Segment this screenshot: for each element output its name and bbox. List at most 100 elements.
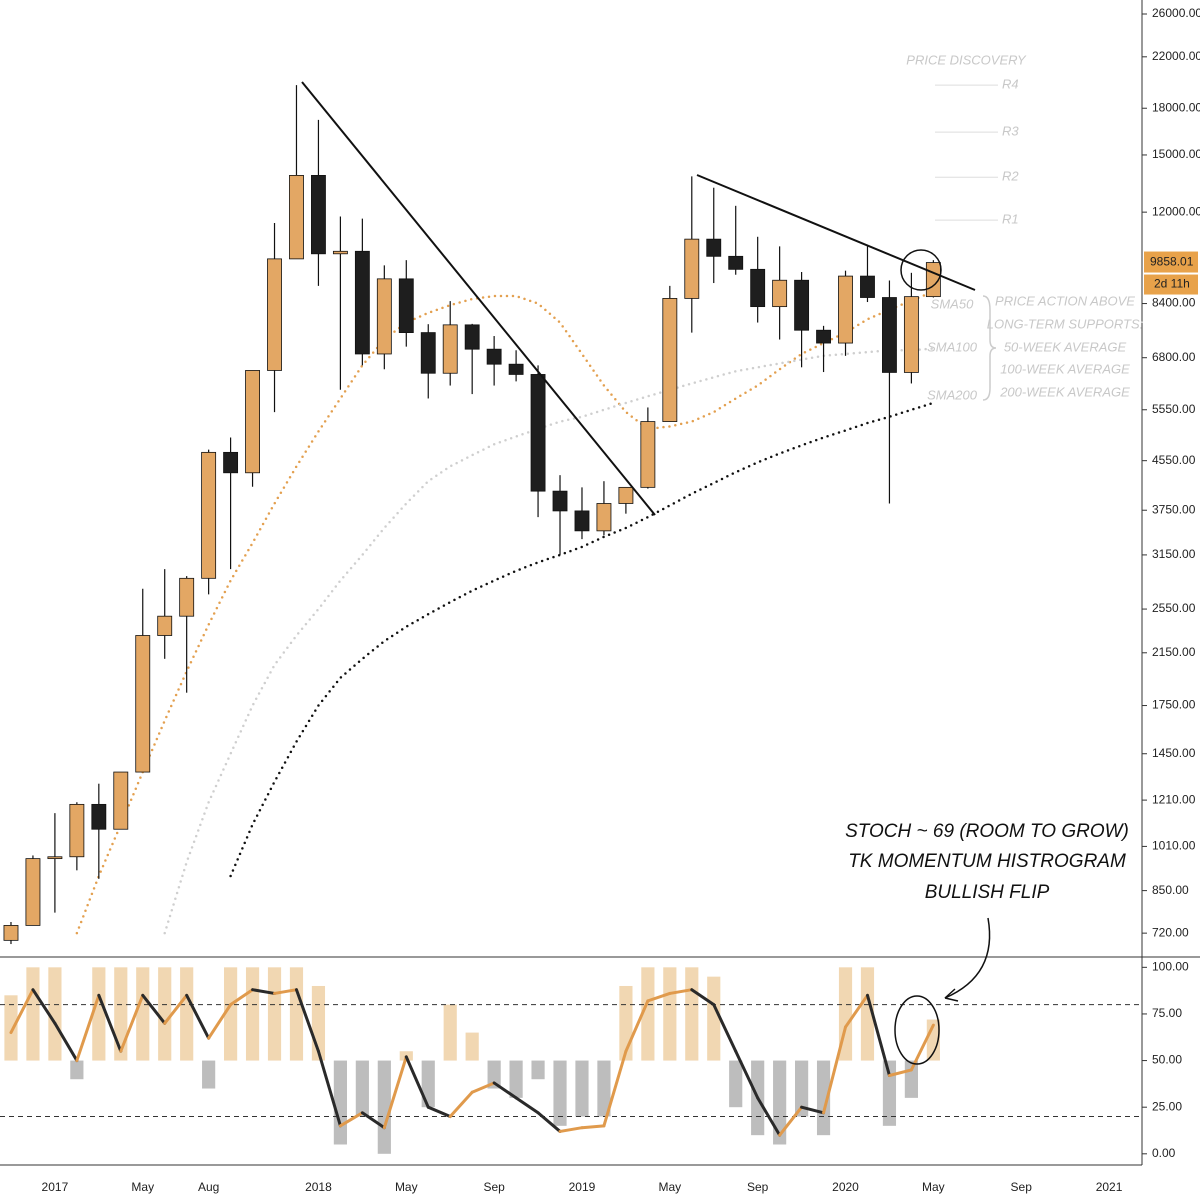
stoch-segment	[360, 1111, 386, 1130]
histogram-bar	[509, 1060, 523, 1098]
stoch-segment	[602, 1049, 628, 1128]
callout-line: STOCH ~ 69 (ROOM TO GROW)	[845, 821, 1129, 842]
y-tick-label: 15000.00	[1152, 147, 1200, 161]
candle-body	[179, 577, 195, 617]
countdown-box	[1144, 274, 1198, 295]
histogram-bar	[70, 1060, 84, 1080]
x-tick-label: 2021	[1096, 1180, 1123, 1194]
y-tick-label: 1450.00	[1152, 746, 1196, 760]
x-tick-label: 2018	[305, 1180, 332, 1194]
note-line: 50-WEEK AVERAGE	[1004, 339, 1127, 354]
histogram-bar	[92, 967, 106, 1061]
candle-body	[289, 175, 304, 260]
candle-body	[25, 858, 41, 926]
candle-body	[354, 250, 370, 355]
candle-body	[706, 238, 722, 257]
candle-body	[772, 279, 788, 308]
candle-body	[530, 374, 546, 492]
y-tick-label: 75.00	[1152, 1006, 1182, 1020]
histogram-bar	[487, 1060, 501, 1089]
histogram-bar	[114, 967, 128, 1061]
x-tick-label: May	[658, 1180, 681, 1194]
candle-body	[750, 268, 766, 308]
candle-body	[574, 510, 590, 532]
histogram-bar	[355, 1060, 369, 1117]
candle-body	[684, 238, 700, 299]
stoch-segment	[514, 1096, 540, 1115]
candle-body	[552, 490, 568, 512]
note-line: 200-WEEK AVERAGE	[999, 384, 1130, 399]
histogram-bar	[421, 1060, 435, 1108]
stoch-segment	[426, 1105, 452, 1119]
y-tick-label: 5550.00	[1152, 402, 1196, 416]
candle-body	[860, 275, 875, 298]
stoch-segment	[536, 1111, 562, 1133]
x-tick-label: Sep	[747, 1180, 769, 1194]
callout-line: BULLISH FLIP	[925, 882, 1050, 903]
stoch-segment	[31, 988, 57, 1025]
candle-body	[903, 296, 919, 373]
x-tick-label: 2019	[569, 1180, 596, 1194]
y-tick-label: 1010.00	[1152, 839, 1196, 853]
callout-line: TK MOMENTUM HISTROGRAM	[848, 851, 1126, 872]
candle-body	[3, 925, 19, 941]
last-price-box	[1144, 251, 1198, 273]
sma-line	[163, 347, 935, 935]
pivot-label: R1	[1002, 212, 1019, 227]
sma-label: SMA50	[931, 296, 974, 311]
stoch-segment	[97, 993, 123, 1053]
stoch-segment	[865, 993, 891, 1077]
histogram-bar	[4, 995, 18, 1061]
histogram-bar	[707, 976, 721, 1061]
histogram-bar	[289, 967, 304, 1061]
candle-body	[47, 856, 63, 860]
y-tick-label: 4550.00	[1152, 453, 1196, 467]
y-tick-label: 720.00	[1152, 925, 1189, 939]
pivot-label: R3	[1002, 124, 1019, 139]
y-tick-label: 12000.00	[1152, 204, 1200, 218]
histogram-bar	[377, 1060, 391, 1154]
y-tick-label: 1210.00	[1152, 792, 1196, 806]
stoch-segment	[756, 1096, 782, 1137]
y-tick-label: 22000.00	[1152, 49, 1200, 63]
stoch-segment	[887, 1068, 913, 1077]
candle-body	[486, 348, 502, 365]
histogram-bar	[882, 1060, 897, 1126]
stoch-segment	[207, 1003, 233, 1040]
stoch-segment	[646, 991, 672, 1003]
candle-body	[838, 275, 853, 344]
callout-arrow	[944, 917, 991, 999]
candle-body	[311, 175, 326, 255]
stoch-segment	[53, 1021, 79, 1063]
histogram-bar	[465, 1032, 479, 1061]
candle-body	[464, 324, 480, 350]
candle-body	[245, 370, 260, 474]
candle-body	[157, 615, 173, 636]
candle-body	[113, 771, 129, 830]
histogram-bar	[553, 1060, 567, 1126]
x-tick-label: Sep	[1011, 1180, 1033, 1194]
stoch-segment	[163, 993, 189, 1025]
candle-body	[794, 279, 810, 331]
histogram-bar	[245, 967, 260, 1061]
stoch-segment	[294, 988, 320, 1053]
stoch-segment	[909, 1023, 935, 1072]
sma-label: SMA200	[927, 387, 978, 402]
candle-body	[882, 297, 897, 373]
candle-body	[508, 363, 524, 375]
stoch-segment	[822, 1025, 848, 1115]
stoch-segment	[382, 1055, 408, 1130]
histogram-bar	[575, 1060, 589, 1117]
histogram-bar	[904, 1060, 918, 1098]
stoch-segment	[141, 993, 167, 1025]
candle-body	[662, 298, 678, 422]
y-tick-label: 2150.00	[1152, 645, 1196, 659]
candle-body	[201, 451, 217, 579]
candle-body	[91, 803, 107, 830]
stoch-segment	[580, 1124, 606, 1130]
pivots-title: PRICE DISCOVERY	[906, 52, 1027, 67]
brace	[982, 295, 997, 401]
candle-body	[420, 332, 436, 374]
y-tick-label: 3750.00	[1152, 502, 1196, 516]
